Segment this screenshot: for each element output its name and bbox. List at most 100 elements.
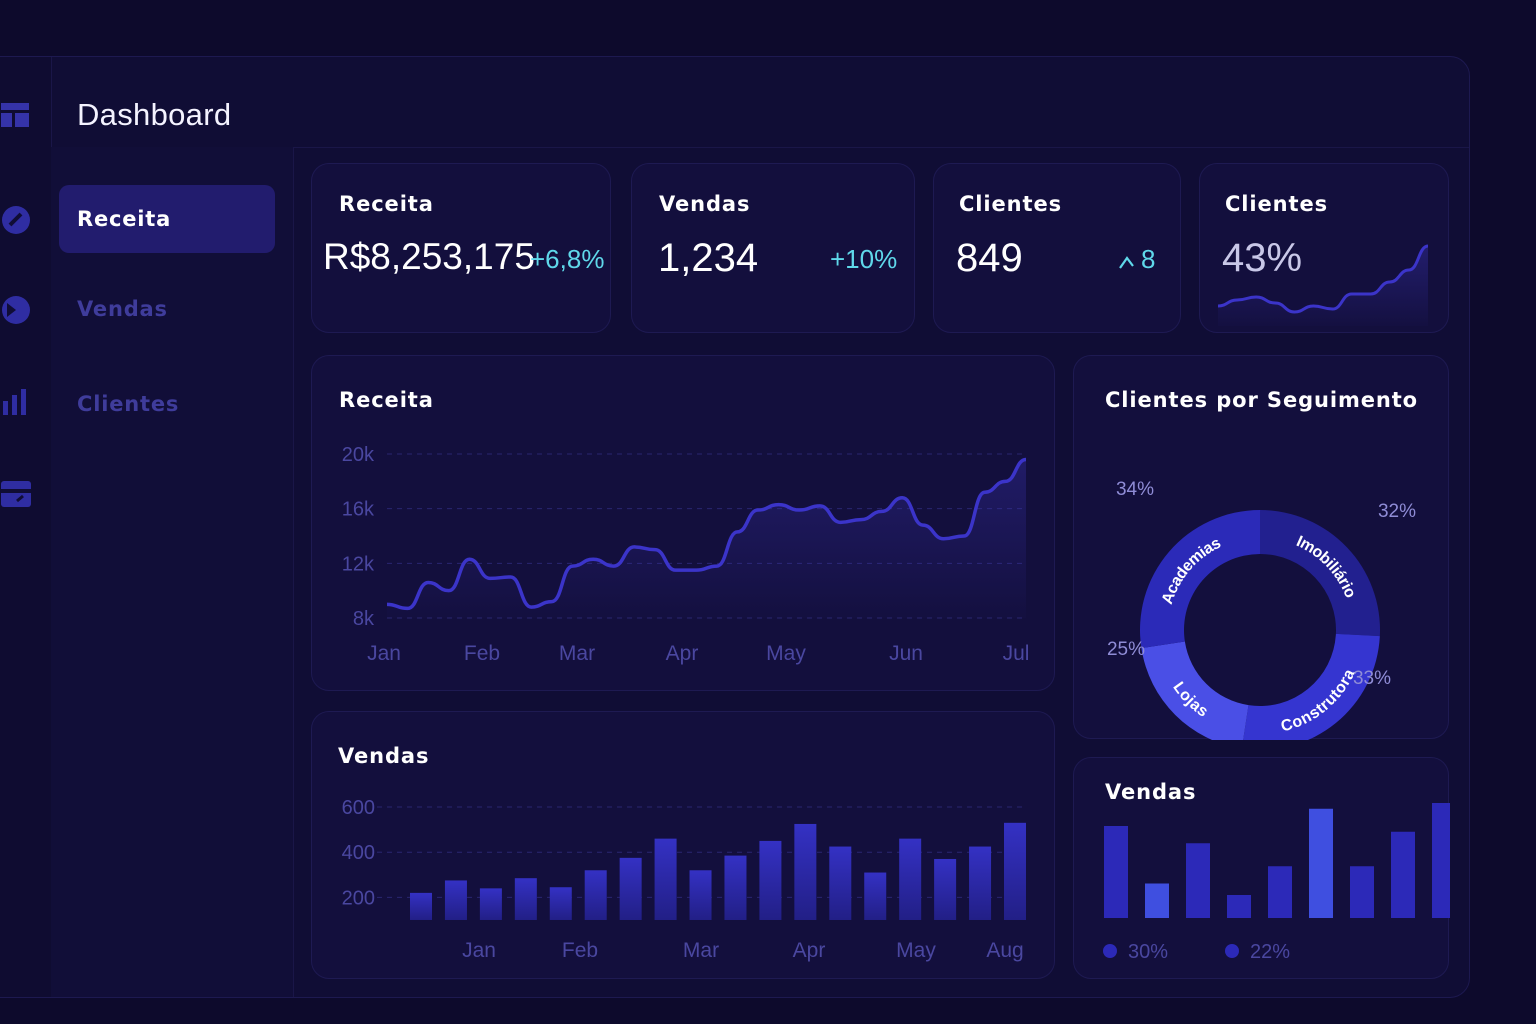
donut-value-label: 32%	[1378, 501, 1416, 522]
kpi-card-clientes[interactable]: Clientes 849 8	[933, 163, 1181, 333]
pie-chart-icon[interactable]	[1, 295, 31, 325]
gauge-icon[interactable]	[1, 205, 31, 235]
donut-slice	[1260, 510, 1380, 637]
sales-small-bar	[1309, 808, 1333, 918]
sales-small-card: Vendas 30% 22%	[1073, 757, 1450, 979]
revenue-area-fill	[387, 459, 1026, 618]
legend-dot	[1103, 944, 1117, 958]
sidebar-item-label: Vendas	[77, 297, 168, 321]
donut-value-label: 34%	[1116, 479, 1154, 500]
kpi-card-clientes-percent[interactable]: Clientes 43%	[1199, 163, 1449, 333]
sales-bar	[794, 823, 817, 920]
x-tick-label: Apr	[793, 939, 826, 962]
sales-bar	[864, 872, 887, 920]
sales-bar	[899, 838, 922, 920]
chart-title: Clientes por Seguimento	[1105, 388, 1419, 412]
donut-slice	[1140, 510, 1260, 649]
sales-bar	[724, 855, 747, 920]
sidebar-item-clientes[interactable]: Clientes	[59, 370, 275, 438]
header: Dashboard	[51, 57, 1469, 148]
kpi-value: 1,234	[658, 236, 759, 280]
dashboard-icon[interactable]	[1, 101, 29, 129]
sales-small-bar	[1391, 831, 1415, 918]
chart-title: Receita	[339, 388, 434, 412]
app-window: Dashboard Receita Vendas Clientes Receit…	[0, 56, 1470, 998]
kpi-delta: +6,8%	[530, 244, 605, 274]
legend-label: 30%	[1128, 941, 1168, 963]
revenue-line	[386, 457, 1027, 611]
kpi-title: Clientes	[1225, 192, 1328, 216]
bar-chart-icon[interactable]	[1, 387, 31, 417]
y-tick-label: 12k	[342, 553, 375, 575]
x-tick-label: Jan	[367, 642, 401, 665]
donut-slice	[1243, 633, 1380, 740]
legend-dot	[1225, 944, 1239, 958]
sales-bar-chart: 600 400 200 Jan Feb Mar Apr May Aug	[342, 797, 1026, 962]
x-tick-label: May	[766, 642, 806, 665]
x-tick-label: Aug	[986, 939, 1023, 962]
sales-bar	[479, 888, 502, 920]
y-tick-label: 400	[342, 842, 375, 864]
kpi-value: R$8,253,175	[323, 236, 535, 277]
kpi-value: 43%	[1222, 236, 1303, 280]
sales-bar	[514, 878, 537, 920]
y-tick-label: 16k	[342, 499, 375, 521]
sidebar-item-vendas[interactable]: Vendas	[59, 275, 275, 343]
sales-bar	[654, 838, 677, 920]
chart-title: Vendas	[338, 744, 430, 768]
sales-bar	[549, 887, 572, 920]
sales-small-bar	[1145, 883, 1169, 918]
sparkline-fill	[1218, 246, 1428, 326]
sidebar-item-label: Clientes	[77, 392, 180, 416]
sidebar-nav: Receita Vendas Clientes	[51, 147, 294, 997]
kpi-card-vendas[interactable]: Vendas 1,234 +10%	[631, 163, 915, 333]
sales-small-bar	[1186, 843, 1210, 918]
sales-bar	[689, 870, 712, 920]
revenue-area-chart: 20k 16k 12k 8k Jan Feb Mar Apr May Jun Jul	[342, 444, 1030, 665]
donut-value-label: 25%	[1107, 639, 1145, 660]
x-tick-label: Apr	[666, 642, 699, 665]
x-tick-label: Jul	[1003, 642, 1030, 665]
trend-up-icon	[1119, 256, 1134, 269]
sidebar-item-receita[interactable]: Receita	[59, 185, 275, 253]
kpi-title: Clientes	[959, 192, 1062, 216]
segments-donut-chart: ImobiliárioConstrutoraLojasAcademias34%3…	[1107, 479, 1416, 740]
x-tick-label: Mar	[559, 642, 595, 665]
card-icon[interactable]	[1, 481, 31, 507]
sales-bar	[1004, 822, 1026, 920]
kpi-card-receita[interactable]: Receita R$8,253,175 +6,8%	[311, 163, 611, 333]
sales-small-bar-chart: 30% 22%	[1103, 803, 1450, 963]
x-tick-label: Jun	[889, 642, 923, 665]
sales-small-bar	[1268, 866, 1292, 918]
y-tick-label: 600	[342, 797, 375, 819]
legend-label: 22%	[1250, 941, 1290, 963]
sales-bar	[584, 870, 607, 920]
sales-bar	[759, 840, 782, 920]
y-tick-label: 8k	[353, 608, 375, 630]
x-tick-label: Jan	[462, 939, 496, 962]
sales-small-bar	[1227, 895, 1251, 918]
sales-bar	[969, 846, 992, 920]
y-tick-label: 200	[342, 887, 375, 909]
sidebar-item-label: Receita	[77, 207, 172, 231]
sales-bar	[619, 857, 642, 920]
kpi-value: 849	[956, 236, 1023, 280]
kpi-title: Vendas	[659, 192, 751, 216]
donut-value-label: 33%	[1353, 668, 1391, 689]
x-tick-label: Feb	[464, 642, 500, 665]
icon-rail	[0, 57, 52, 997]
segments-chart-card: Clientes por Seguimento Imobiliário Const…	[1073, 355, 1449, 740]
sales-small-bar	[1104, 826, 1128, 918]
revenue-chart-card: Receita 20k 16k 12k 8k Jan Feb Mar Apr May Jun Jul	[311, 355, 1055, 691]
sales-bar	[829, 846, 852, 920]
page-title: Dashboard	[77, 97, 232, 132]
sales-small-bar	[1350, 866, 1374, 918]
sales-bar	[410, 892, 432, 920]
sales-bar	[934, 858, 957, 920]
kpi-title: Receita	[339, 192, 434, 216]
sales-chart-card: Vendas 600 400 200 Jan Feb Mar Apr May Aug	[311, 711, 1055, 979]
donut-slice	[1141, 641, 1249, 740]
x-tick-label: Mar	[683, 939, 719, 962]
chart-title: Vendas	[1105, 780, 1197, 804]
sales-small-bar	[1432, 803, 1450, 918]
